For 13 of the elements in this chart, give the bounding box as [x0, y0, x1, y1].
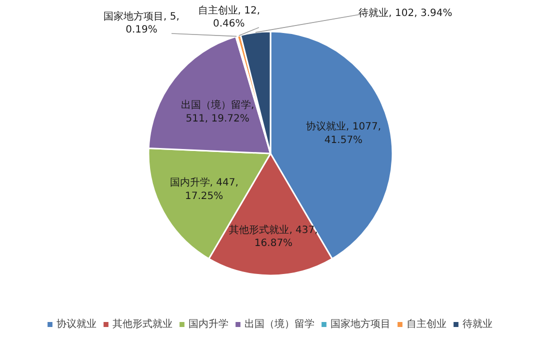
- data-label: 自主创业, 12, 0.46%: [198, 4, 260, 30]
- legend-label: 国家地方项目: [330, 318, 390, 331]
- data-label: 国内升学, 447, 17.25%: [170, 176, 238, 202]
- legend-label: 其他形式就业: [112, 318, 172, 331]
- legend-label: 自主创业: [406, 318, 446, 331]
- data-label: 国家地方项目, 5, 0.19%: [104, 10, 180, 36]
- legend-label: 国内升学: [188, 318, 228, 331]
- data-label: 待就业, 102, 3.94%: [358, 7, 452, 19]
- legend-label: 协议就业: [56, 318, 96, 331]
- data-label: 协议就业, 1077, 41.57%: [306, 120, 382, 146]
- data-label: 出国（境）留学, 511, 19.72%: [181, 99, 254, 124]
- legend-label: 出国（境）留学: [244, 318, 314, 331]
- legend-label: 待就业: [462, 318, 492, 331]
